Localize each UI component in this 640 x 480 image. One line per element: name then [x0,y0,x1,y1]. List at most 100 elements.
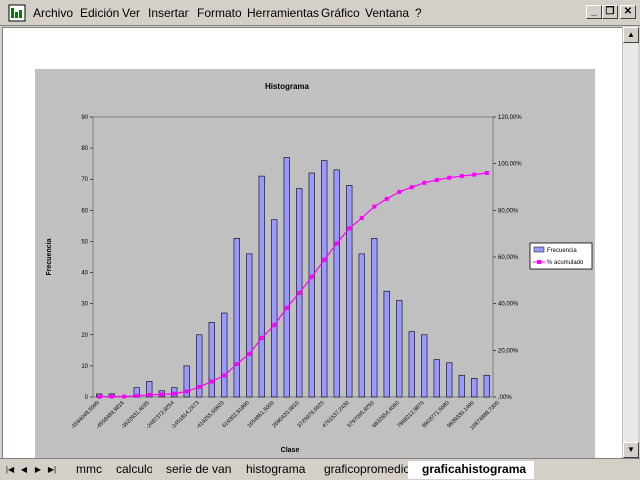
y-tick-label: 50 [81,239,88,245]
histogram-bar [271,219,278,398]
histogram-bar [208,322,215,398]
histogram-bar [283,157,290,398]
histogram-bar [358,253,365,398]
legend-bar-swatch [533,246,545,253]
sheet-tab[interactable]: histograma [232,461,314,479]
x-axis-ticks: -5594048,5599-4558489,9816-3522931,4035-… [70,400,500,431]
y2-tick-label: ,00% [498,395,512,401]
chart-sheet: Histograma 0 10 20 30 40 50 60 70 80 90 ,00% 20,00… [2,27,622,465]
cumulative-point [422,180,427,185]
histogram-bar [258,175,265,398]
menu-herramientas[interactable]: Herramientas [247,6,320,20]
y-tick-label: 0 [85,395,89,401]
y2-axis-ticks: ,00% 20,00% 40,00% 60,00% 80,00% 100,00% 120,0… [493,115,522,401]
cumulative-point [234,362,239,367]
y2-tick-label: 40,00% [498,302,519,308]
histogram-bar [183,365,190,398]
sheet-tab[interactable]: calculo [102,461,162,479]
y2-tick-label: 60,00% [498,255,519,261]
cumulative-point [222,373,227,378]
menu-archivo[interactable]: Archivo [33,6,74,20]
close-button[interactable]: ✕ [620,5,636,19]
histogram-bar [421,334,428,398]
menu-formato[interactable]: Formato [197,6,242,20]
y-tick-label: 90 [81,115,88,121]
cumulative-point [272,323,277,328]
sheet-tab[interactable]: mmc [62,461,110,479]
excel-document-icon[interactable] [8,4,26,22]
cumulative-point [147,392,152,397]
histogram-bar [446,362,453,398]
cumulative-point [297,290,302,295]
cumulative-point [109,394,114,399]
legend[interactable]: Frecuencia % acumulado [529,242,593,270]
sheet-tab-active[interactable]: graficahistograma [408,461,535,479]
cumulative-point [372,204,377,209]
histogram-bar [233,238,240,398]
bars-group [96,157,490,398]
y-tick-label: 40 [81,271,88,277]
cumulative-point [309,274,314,279]
menu-bar: Archivo Edición Ver Insertar Formato Her… [0,0,640,26]
vertical-scrollbar[interactable]: ▲ ▼ [622,27,639,458]
cumulative-point [209,379,214,384]
menu-insertar[interactable]: Insertar [148,6,189,20]
menu-edicion[interactable]: Edición [80,6,120,20]
sheet-tab-bar: |◀ ◀ ▶ ▶| mmc calculo serie de van histo… [0,458,640,480]
minimize-button[interactable]: _ [586,5,602,19]
y2-tick-label: 100,00% [498,162,522,168]
histogram-bar [246,253,253,398]
menu-ayuda[interactable]: ? [415,6,422,20]
scroll-down-icon[interactable]: ▼ [623,442,639,458]
y-tick-label: 60 [81,208,88,214]
cumulative-point [322,257,327,262]
plot-area [92,116,494,398]
y-tick-label: 70 [81,177,88,183]
histogram-bar [458,374,465,398]
first-sheet-icon[interactable]: |◀ [5,465,15,474]
cumulative-point [247,351,252,356]
y-tick-label: 10 [81,364,88,370]
sheet-tab[interactable]: graficopromedio [310,461,419,479]
y-axis-label: Frecuencia [46,238,53,275]
histogram-bar [333,169,340,398]
histogram-bar [321,160,328,398]
legend-acumulado: % acumulado [547,260,584,266]
restore-button[interactable]: ❐ [602,5,618,19]
cumulative-point [172,391,177,396]
histogram-bar [146,381,153,398]
cumulative-point [447,175,452,180]
legend-marker-swatch [537,260,541,264]
cumulative-point [484,171,489,175]
cumulative-line-group [97,171,489,399]
cumulative-point [159,392,164,397]
last-sheet-icon[interactable]: ▶| [47,465,57,474]
histogram-bar [396,300,403,398]
cumulative-point [134,393,139,398]
chart-title: Histograma [265,82,310,91]
menu-grafico[interactable]: Gráfico [321,6,360,20]
y-tick-label: 20 [81,333,88,339]
sheet-tab[interactable]: serie de van [152,461,240,479]
chart-area[interactable]: Histograma 0 10 20 30 40 50 60 70 80 90 ,00% 20,00… [35,69,595,465]
prev-sheet-icon[interactable]: ◀ [20,465,28,474]
cumulative-point [122,394,127,399]
cumulative-point [472,172,477,177]
menu-ver[interactable]: Ver [122,6,141,20]
menu-ventana[interactable]: Ventana [365,6,410,20]
cumulative-point [347,226,352,231]
y2-tick-label: 20,00% [498,348,519,354]
cumulative-point [334,241,339,246]
legend-frecuencia: Frecuencia [547,248,577,254]
histogram-bar [433,359,440,398]
y2-tick-label: 120,00% [498,115,522,121]
y-axis-ticks: 0 10 20 30 40 50 60 70 80 90 [81,115,93,401]
histogram-bar [408,331,415,398]
histogram-bar [308,172,315,398]
histogram-chart: Histograma 0 10 20 30 40 50 60 70 80 90 ,00% 20,00… [46,82,593,454]
next-sheet-icon[interactable]: ▶ [34,465,42,474]
histogram-bar [221,312,228,398]
histogram-bar [196,334,203,398]
scroll-up-icon[interactable]: ▲ [623,27,639,43]
